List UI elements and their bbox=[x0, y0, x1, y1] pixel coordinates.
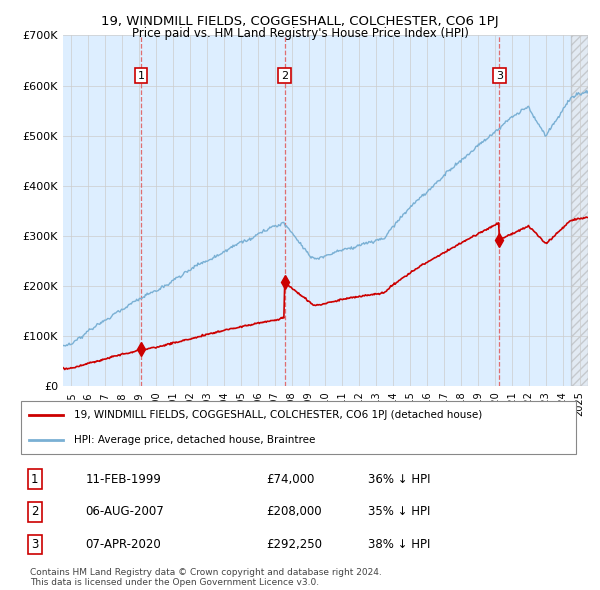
Text: 3: 3 bbox=[496, 71, 503, 80]
Bar bbox=[571, 35, 588, 386]
Text: 1: 1 bbox=[31, 473, 38, 486]
Text: 35% ↓ HPI: 35% ↓ HPI bbox=[368, 505, 430, 519]
Text: 36% ↓ HPI: 36% ↓ HPI bbox=[368, 473, 430, 486]
Text: 2: 2 bbox=[31, 505, 38, 519]
Text: 38% ↓ HPI: 38% ↓ HPI bbox=[368, 538, 430, 551]
Text: 19, WINDMILL FIELDS, COGGESHALL, COLCHESTER, CO6 1PJ (detached house): 19, WINDMILL FIELDS, COGGESHALL, COLCHES… bbox=[74, 410, 482, 419]
Text: HPI: Average price, detached house, Braintree: HPI: Average price, detached house, Brai… bbox=[74, 435, 316, 444]
Text: £292,250: £292,250 bbox=[266, 538, 322, 551]
Text: 1: 1 bbox=[137, 71, 145, 80]
Text: £208,000: £208,000 bbox=[266, 505, 322, 519]
Text: Price paid vs. HM Land Registry's House Price Index (HPI): Price paid vs. HM Land Registry's House … bbox=[131, 27, 469, 40]
Text: 3: 3 bbox=[31, 538, 38, 551]
Text: 07-APR-2020: 07-APR-2020 bbox=[86, 538, 161, 551]
Text: 11-FEB-1999: 11-FEB-1999 bbox=[86, 473, 161, 486]
Text: 06-AUG-2007: 06-AUG-2007 bbox=[86, 505, 164, 519]
Text: Contains HM Land Registry data © Crown copyright and database right 2024.
This d: Contains HM Land Registry data © Crown c… bbox=[30, 568, 382, 587]
Text: 2: 2 bbox=[281, 71, 288, 80]
Text: 19, WINDMILL FIELDS, COGGESHALL, COLCHESTER, CO6 1PJ: 19, WINDMILL FIELDS, COGGESHALL, COLCHES… bbox=[101, 15, 499, 28]
Text: £74,000: £74,000 bbox=[266, 473, 314, 486]
FancyBboxPatch shape bbox=[21, 401, 577, 454]
